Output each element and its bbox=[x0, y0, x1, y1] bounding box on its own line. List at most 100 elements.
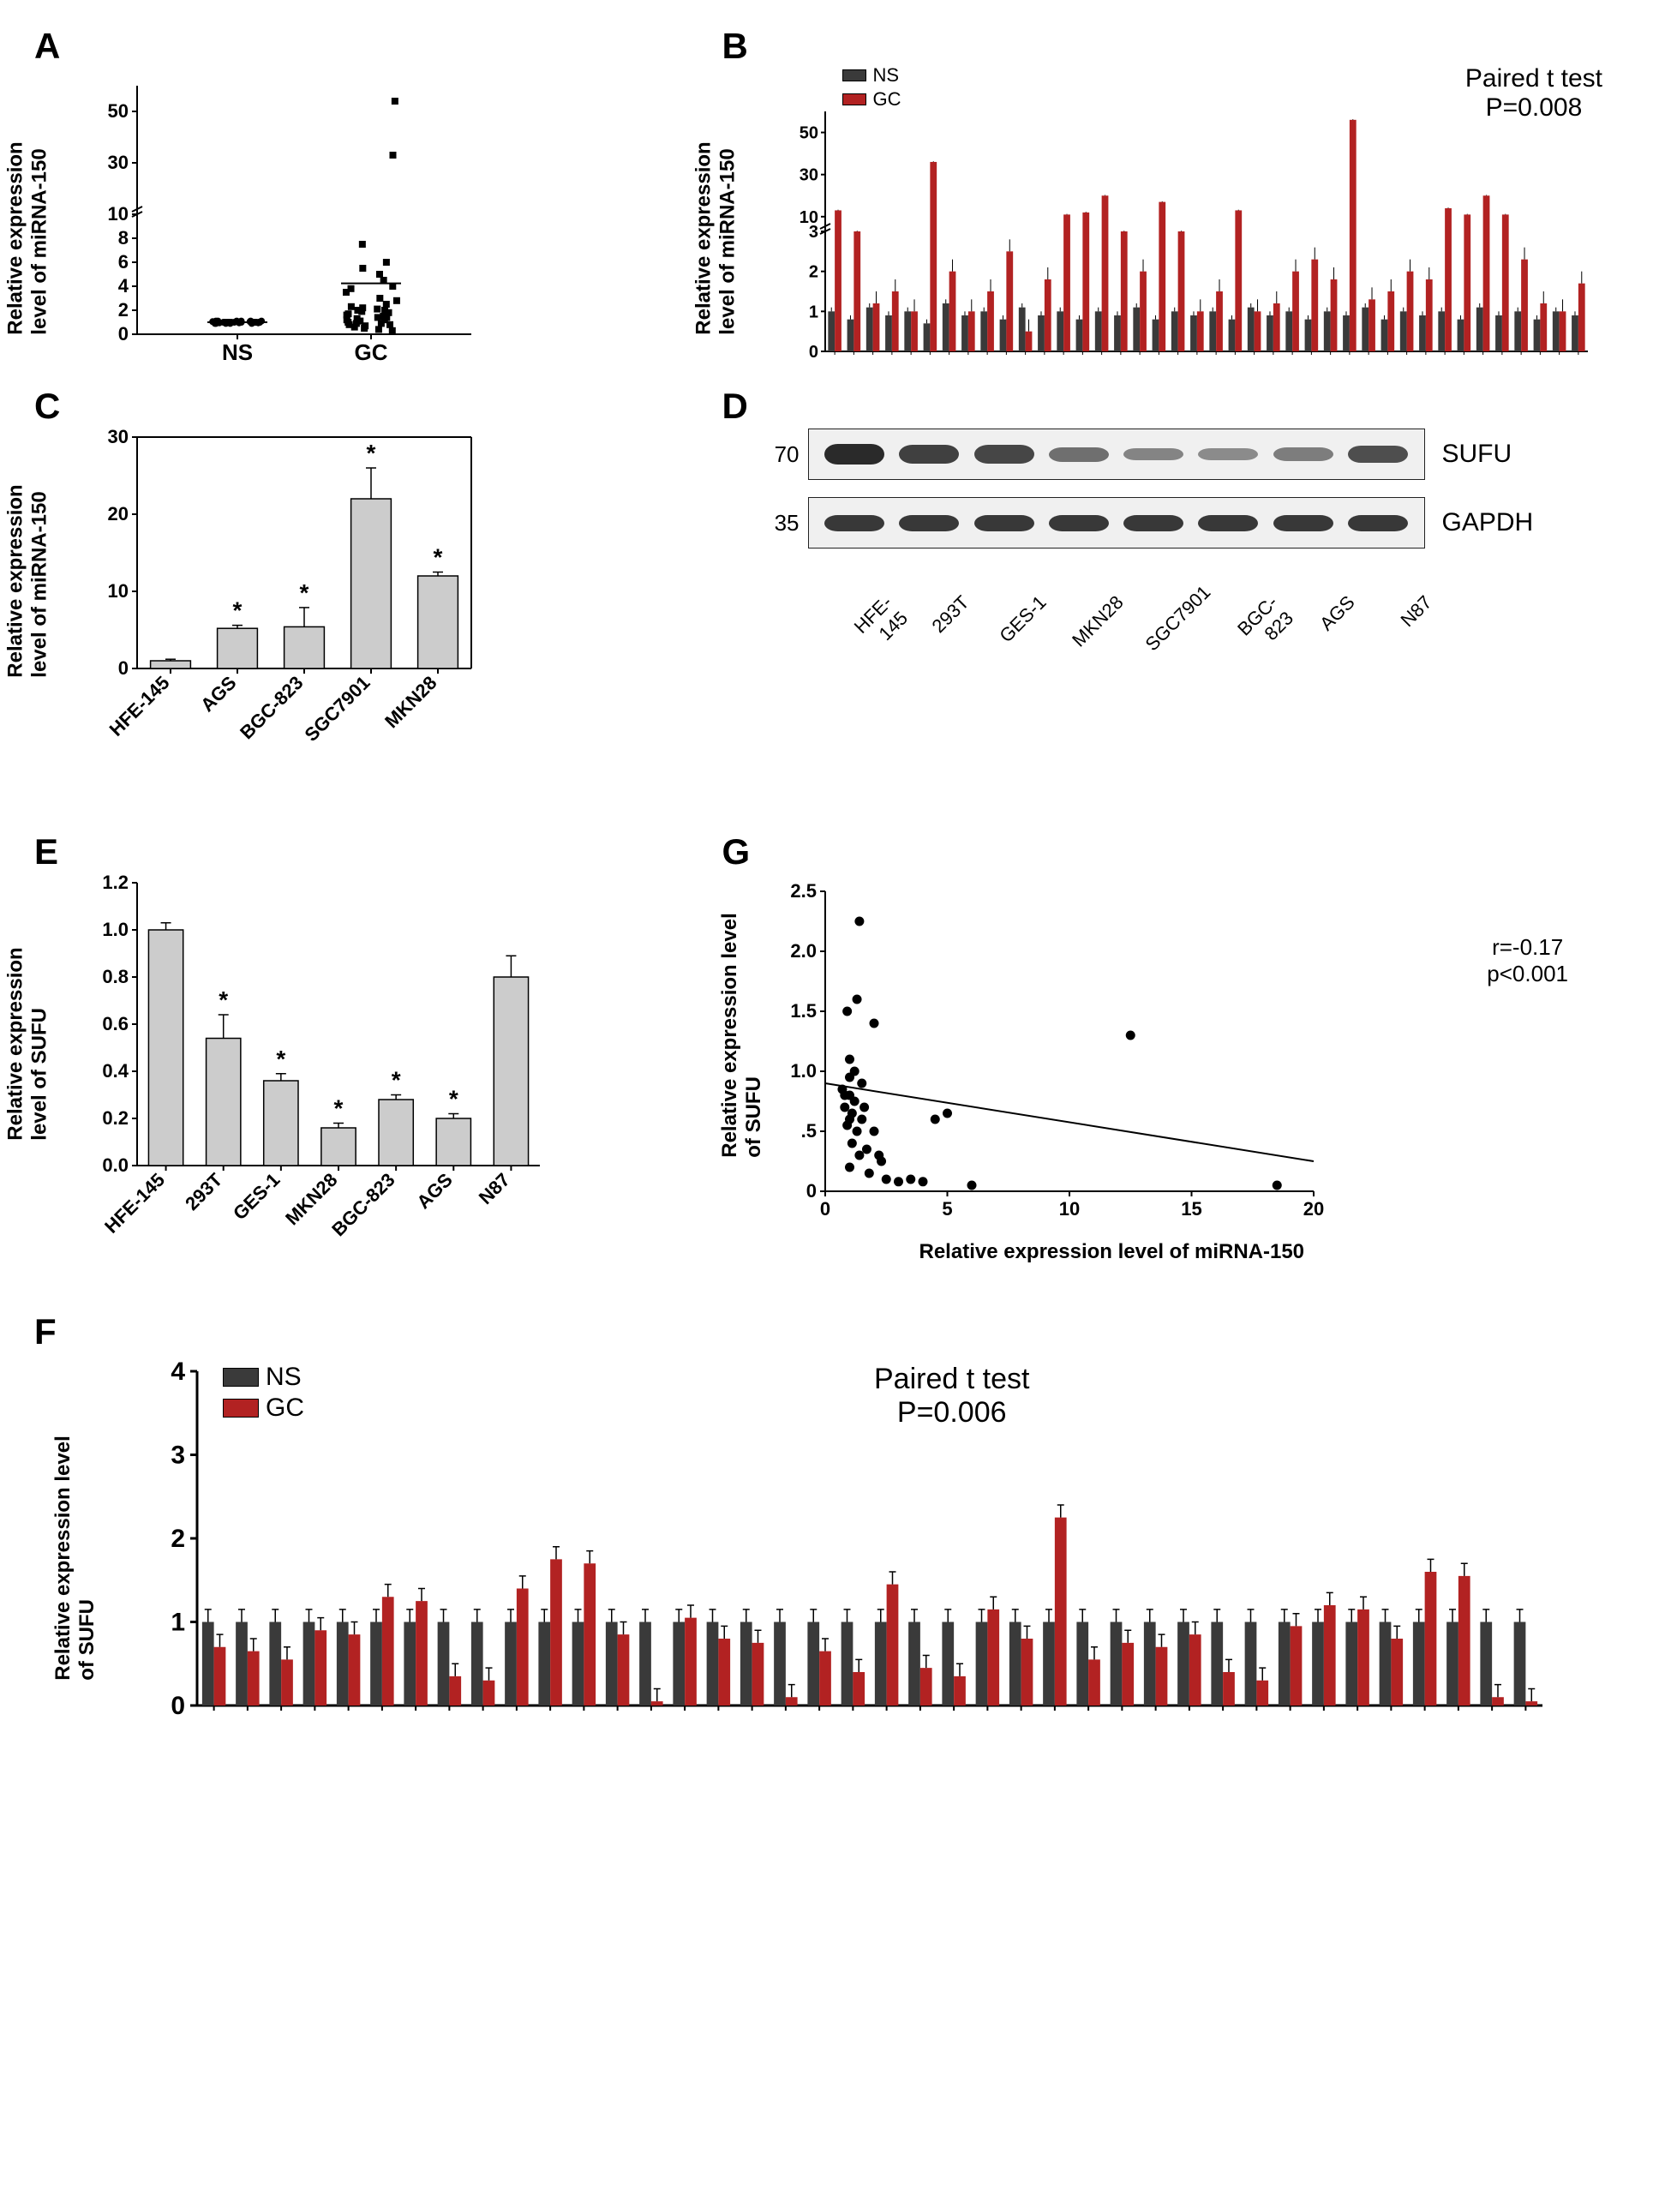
figure-container: A Relative expressionlevel of miRNA-150 … bbox=[34, 34, 1637, 1740]
panel-f-label: F bbox=[34, 1311, 57, 1352]
svg-text:2: 2 bbox=[171, 1525, 185, 1553]
panel-f-legend: NS GC bbox=[223, 1363, 304, 1424]
panel-f-stat: Paired t testP=0.006 bbox=[874, 1363, 1029, 1430]
svg-text:AGS: AGS bbox=[412, 1169, 456, 1213]
legend-label-gc: GC bbox=[873, 88, 901, 111]
svg-text:2: 2 bbox=[808, 263, 818, 282]
svg-text:0.0: 0.0 bbox=[102, 1154, 129, 1176]
legend-label-ns: NS bbox=[873, 64, 900, 87]
svg-text:0: 0 bbox=[819, 1198, 830, 1220]
legend-label-gc: GC bbox=[266, 1394, 304, 1423]
svg-text:2.0: 2.0 bbox=[790, 940, 817, 962]
panel-c-label: C bbox=[34, 386, 60, 427]
svg-text:*: * bbox=[434, 544, 443, 571]
blot-protein-sufu: SUFU bbox=[1442, 440, 1512, 469]
panel-a-ylabel: Relative expressionlevel of miRNA-150 bbox=[4, 141, 52, 334]
svg-text:5: 5 bbox=[942, 1198, 952, 1220]
panel-e-ylabel: Relative expressionlevel of SUFU bbox=[4, 947, 52, 1140]
panel-e-label: E bbox=[34, 831, 58, 872]
blot-gapdh-box bbox=[808, 497, 1425, 549]
legend-swatch-gc bbox=[842, 93, 866, 105]
svg-text:*: * bbox=[300, 579, 309, 606]
panel-b-label: B bbox=[722, 26, 748, 67]
panel-g: G Relative expression levelof SUFU r=-0.… bbox=[722, 840, 1638, 1260]
svg-text:20: 20 bbox=[108, 503, 129, 525]
svg-text:0: 0 bbox=[118, 657, 129, 679]
panel-d: D 70 SUFU 35 GAPDH HFE-145293TGES-1MKN28… bbox=[722, 394, 1638, 763]
svg-text:0.8: 0.8 bbox=[102, 966, 129, 987]
svg-text:10: 10 bbox=[1058, 1198, 1079, 1220]
blot-marker-35: 35 bbox=[757, 510, 800, 537]
svg-text:HFE-145: HFE-145 bbox=[100, 1169, 169, 1238]
panel-f-ylabel: Relative expression levelof SUFU bbox=[51, 1436, 99, 1681]
svg-text:10: 10 bbox=[108, 580, 129, 602]
svg-text:1.0: 1.0 bbox=[102, 919, 129, 940]
panel-b-ylabel: Relative expressionlevel of miRNA-150 bbox=[692, 141, 740, 334]
blot-protein-gapdh: GAPDH bbox=[1442, 508, 1534, 537]
svg-text:4: 4 bbox=[118, 275, 129, 297]
svg-text:GES-1: GES-1 bbox=[229, 1169, 284, 1224]
panel-c: C Relative expressionlevel of miRNA-150 … bbox=[34, 394, 688, 763]
panel-f: F Relative expression levelof SUFU NS GC… bbox=[34, 1320, 1637, 1740]
svg-text:15: 15 bbox=[1181, 1198, 1201, 1220]
svg-text:10: 10 bbox=[108, 203, 129, 225]
svg-text:50: 50 bbox=[108, 100, 129, 122]
blot-marker-70: 70 bbox=[757, 441, 800, 468]
legend-swatch-ns bbox=[842, 69, 866, 81]
svg-text:6: 6 bbox=[118, 251, 129, 273]
svg-text:4: 4 bbox=[171, 1358, 185, 1386]
svg-text:0: 0 bbox=[118, 323, 129, 345]
svg-text:AGS: AGS bbox=[196, 672, 240, 716]
svg-text:1: 1 bbox=[808, 303, 818, 321]
legend-swatch-ns bbox=[223, 1368, 259, 1387]
svg-text:8: 8 bbox=[118, 227, 129, 249]
svg-text:2: 2 bbox=[118, 299, 129, 321]
svg-text:*: * bbox=[334, 1095, 344, 1122]
svg-text:NS: NS bbox=[222, 339, 253, 365]
panel-g-stat: r=-0.17p<0.001 bbox=[1487, 934, 1568, 987]
blot-lane-labels: HFE-145293TGES-1MKN28SGC7901BGC-823AGSN8… bbox=[808, 557, 1425, 602]
blot-container: 70 SUFU 35 GAPDH HFE-145293TGES-1MKN28SG… bbox=[757, 429, 1638, 602]
svg-text:293T: 293T bbox=[181, 1168, 227, 1214]
svg-text:30: 30 bbox=[799, 166, 818, 185]
blot-sufu-box bbox=[808, 429, 1425, 480]
legend-label-ns: NS bbox=[266, 1363, 302, 1392]
svg-text:0.4: 0.4 bbox=[102, 1060, 129, 1082]
svg-text:0.2: 0.2 bbox=[102, 1107, 129, 1129]
panel-g-xlabel: Relative expression level of miRNA-150 bbox=[919, 1240, 1305, 1264]
panel-a-chart: 02468103050NSGC bbox=[60, 60, 488, 369]
svg-text:3: 3 bbox=[171, 1442, 185, 1470]
panel-a: A Relative expressionlevel of miRNA-150 … bbox=[34, 34, 688, 369]
panel-f-chart: 0 1 2 3 4 bbox=[103, 1346, 1560, 1723]
svg-text:20: 20 bbox=[1303, 1198, 1323, 1220]
svg-text:30: 30 bbox=[108, 426, 129, 447]
panel-a-label: A bbox=[34, 26, 60, 67]
svg-text:1.2: 1.2 bbox=[102, 872, 129, 893]
svg-text:1.5: 1.5 bbox=[790, 1000, 817, 1022]
svg-text:*: * bbox=[233, 597, 243, 624]
panel-b: B Relative expressionlevel of miRNA-150 … bbox=[722, 34, 1638, 369]
svg-text:2.5: 2.5 bbox=[790, 880, 817, 902]
panel-c-ylabel: Relative expressionlevel of miRNA-150 bbox=[4, 484, 52, 677]
svg-text:HFE-145: HFE-145 bbox=[105, 672, 174, 740]
svg-text:30: 30 bbox=[108, 152, 129, 173]
svg-text:BGC-823: BGC-823 bbox=[236, 672, 307, 743]
panel-b-stat: Paired t testP=0.008 bbox=[1465, 64, 1602, 123]
svg-text:0: 0 bbox=[171, 1692, 185, 1720]
svg-text:*: * bbox=[276, 1046, 285, 1072]
panel-g-chart: 0.51.01.52.02.505101520 bbox=[748, 866, 1348, 1260]
panel-c-chart: 0102030HFE-145*AGS*BGC-823*SGC7901*MKN28 bbox=[60, 420, 488, 763]
svg-text:*: * bbox=[449, 1086, 458, 1112]
svg-text:1.0: 1.0 bbox=[790, 1060, 817, 1082]
panel-e-chart: 0.0 0.2 0.4 0.6 0.8 1.0 1.2 HFE-145 * 293T * GES-1 *… bbox=[60, 866, 557, 1260]
svg-text:BGC-823: BGC-823 bbox=[327, 1169, 398, 1240]
svg-text:*: * bbox=[219, 986, 228, 1013]
svg-text:0.6: 0.6 bbox=[102, 1013, 129, 1034]
svg-text:50: 50 bbox=[799, 124, 818, 143]
svg-text:N87: N87 bbox=[475, 1169, 514, 1208]
svg-text:.5: .5 bbox=[800, 1120, 816, 1142]
svg-text:1: 1 bbox=[171, 1609, 185, 1637]
panel-g-label: G bbox=[722, 831, 751, 872]
svg-text:*: * bbox=[367, 440, 376, 466]
panel-d-label: D bbox=[722, 386, 748, 427]
